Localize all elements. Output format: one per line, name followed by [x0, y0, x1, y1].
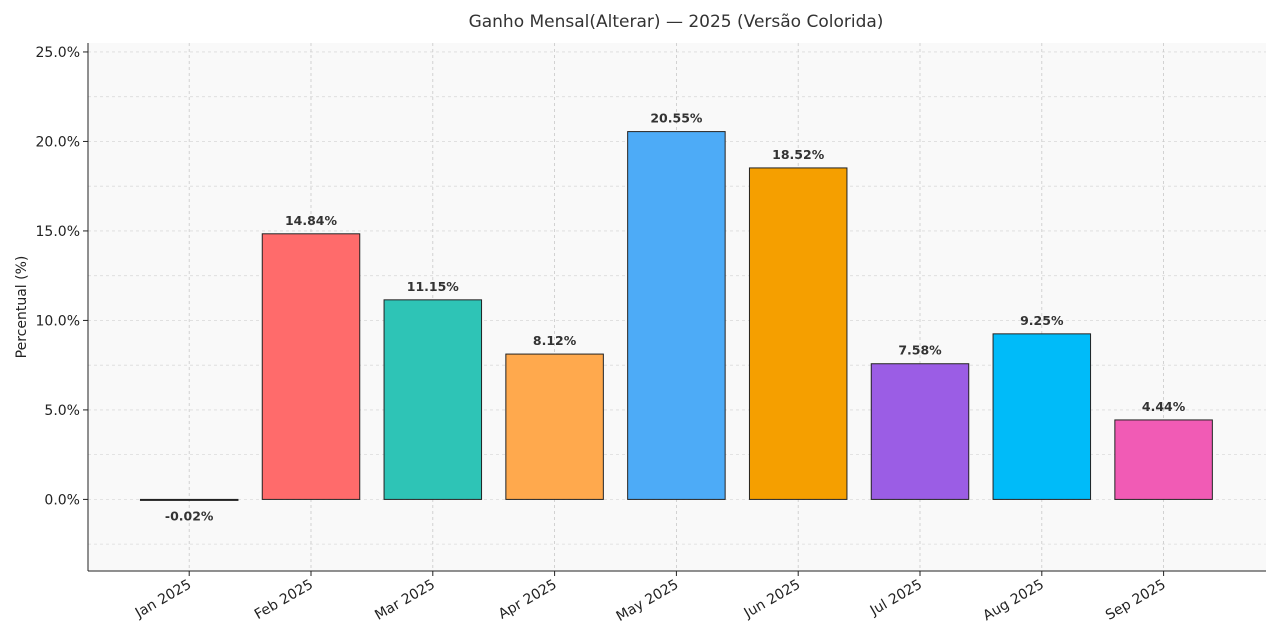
data-label: 20.55%	[650, 111, 703, 126]
data-label: 4.44%	[1142, 399, 1186, 414]
data-label: 14.84%	[285, 213, 338, 228]
plot-area: 0.0% 5.0% 10.0% 15.0% 20.0% 25.0% -0.02% 14.84%…	[36, 43, 1266, 625]
y-tick-label: 20.0%	[36, 134, 80, 150]
chart-title: Ganho Mensal(Alterar) — 2025 (Versão Col…	[469, 12, 884, 32]
y-tick-label: 10.0%	[36, 313, 80, 329]
bar	[992, 333, 1092, 500]
x-tick-label: Apr 2025	[496, 577, 560, 623]
bar	[261, 233, 361, 500]
data-label: 11.15%	[407, 279, 460, 294]
x-tick-label: Jun 2025	[741, 577, 804, 622]
y-tick-label: 5.0%	[44, 403, 80, 419]
data-label: 18.52%	[772, 147, 825, 162]
x-tick-label: Jan 2025	[132, 577, 194, 622]
bar	[505, 353, 604, 500]
y-tick-label: 25.0%	[36, 45, 80, 61]
x-tick-label: Mar 2025	[372, 577, 438, 624]
x-tick-label: Feb 2025	[252, 577, 316, 623]
y-axis-label: Percentual (%)	[14, 256, 30, 359]
data-label: 9.25%	[1020, 313, 1064, 328]
data-label: 7.58%	[898, 343, 942, 358]
x-tick-label: Sep 2025	[1103, 577, 1169, 624]
bar	[748, 167, 848, 500]
x-tick-label: Aug 2025	[980, 577, 1046, 625]
x-tick-label: Jul 2025	[867, 577, 925, 620]
bar	[383, 299, 483, 500]
y-tick-label: 0.0%	[44, 492, 80, 508]
bar	[870, 363, 970, 500]
data-label: -0.02%	[165, 508, 214, 523]
bar	[139, 498, 239, 501]
data-label: 8.12%	[533, 333, 577, 348]
y-tick-label: 15.0%	[36, 224, 80, 240]
x-tick-label: May 2025	[614, 577, 682, 625]
bar	[627, 131, 726, 500]
bar	[1114, 419, 1213, 500]
